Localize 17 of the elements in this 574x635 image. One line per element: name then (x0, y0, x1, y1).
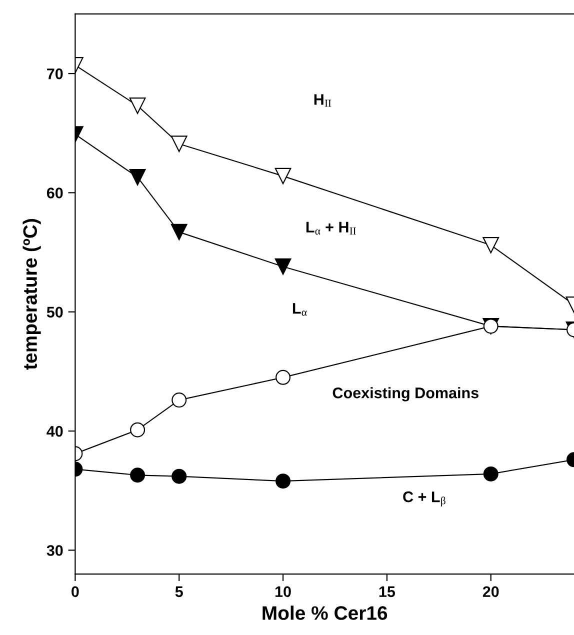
y-tick-label: 60 (46, 188, 63, 198)
x-tick-label: 10 (275, 586, 291, 598)
x-tick-label: 5 (175, 586, 183, 598)
annotation: L$_{α}$ + H$_{II}$ (306, 222, 356, 235)
y-tick-label: 70 (47, 68, 63, 80)
annotation: Coexisting Domains (332, 387, 478, 402)
annotation: H$_{II}$ (314, 94, 332, 107)
y-tick-label: 40 (46, 426, 63, 437)
x-tick-label: 20 (482, 586, 499, 598)
y-tick-label: 30 (46, 545, 63, 556)
y-tick-label: 50 (46, 306, 63, 318)
x-tick-label: 15 (379, 586, 396, 598)
x-axis-title: Mole % Cer16 (262, 606, 388, 620)
x-tick-label: 0 (72, 586, 79, 598)
annotation: C + L$_{β}$ (403, 491, 446, 506)
y-axis-title: temperature (ºC) (22, 219, 41, 370)
annotation: L$_{α}$ (292, 303, 307, 316)
